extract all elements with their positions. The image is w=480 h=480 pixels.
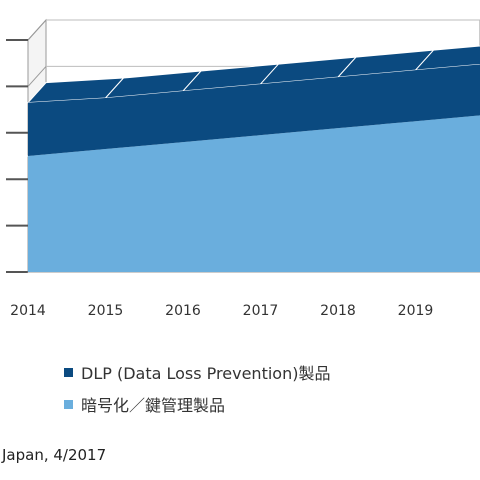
gridline-depth <box>27 19 47 41</box>
chart-areas <box>26 45 480 272</box>
legend-item-dlp: DLP (Data Loss Prevention)製品 <box>64 360 330 384</box>
legend-label-encryption: 暗号化／鍵管理製品 <box>81 396 226 415</box>
x-tick-label: 2016 <box>165 303 201 319</box>
legend-swatch-encryption <box>64 399 73 409</box>
gridline-depth <box>27 66 47 87</box>
area-chart: 2014201520162017201820192 <box>6 18 480 319</box>
x-tick-label: 2014 <box>10 303 46 319</box>
legend-label-dlp: DLP (Data Loss Prevention)製品 <box>81 364 331 383</box>
x-tick-label: 2017 <box>243 303 279 319</box>
legend-swatch-dlp <box>64 367 73 377</box>
x-tick-label: 2019 <box>398 303 434 319</box>
x-axis-ticks: 2014201520162017201820192 <box>10 303 434 319</box>
x-tick-label: 2018 <box>320 303 356 319</box>
area-series-1 <box>28 64 480 156</box>
source-note: Japan, 4/2017 <box>2 446 107 464</box>
legend-item-encryption: 暗号化／鍵管理製品 <box>64 392 225 416</box>
x-tick-label: 2015 <box>88 303 124 319</box>
area-series-0 <box>28 115 480 272</box>
